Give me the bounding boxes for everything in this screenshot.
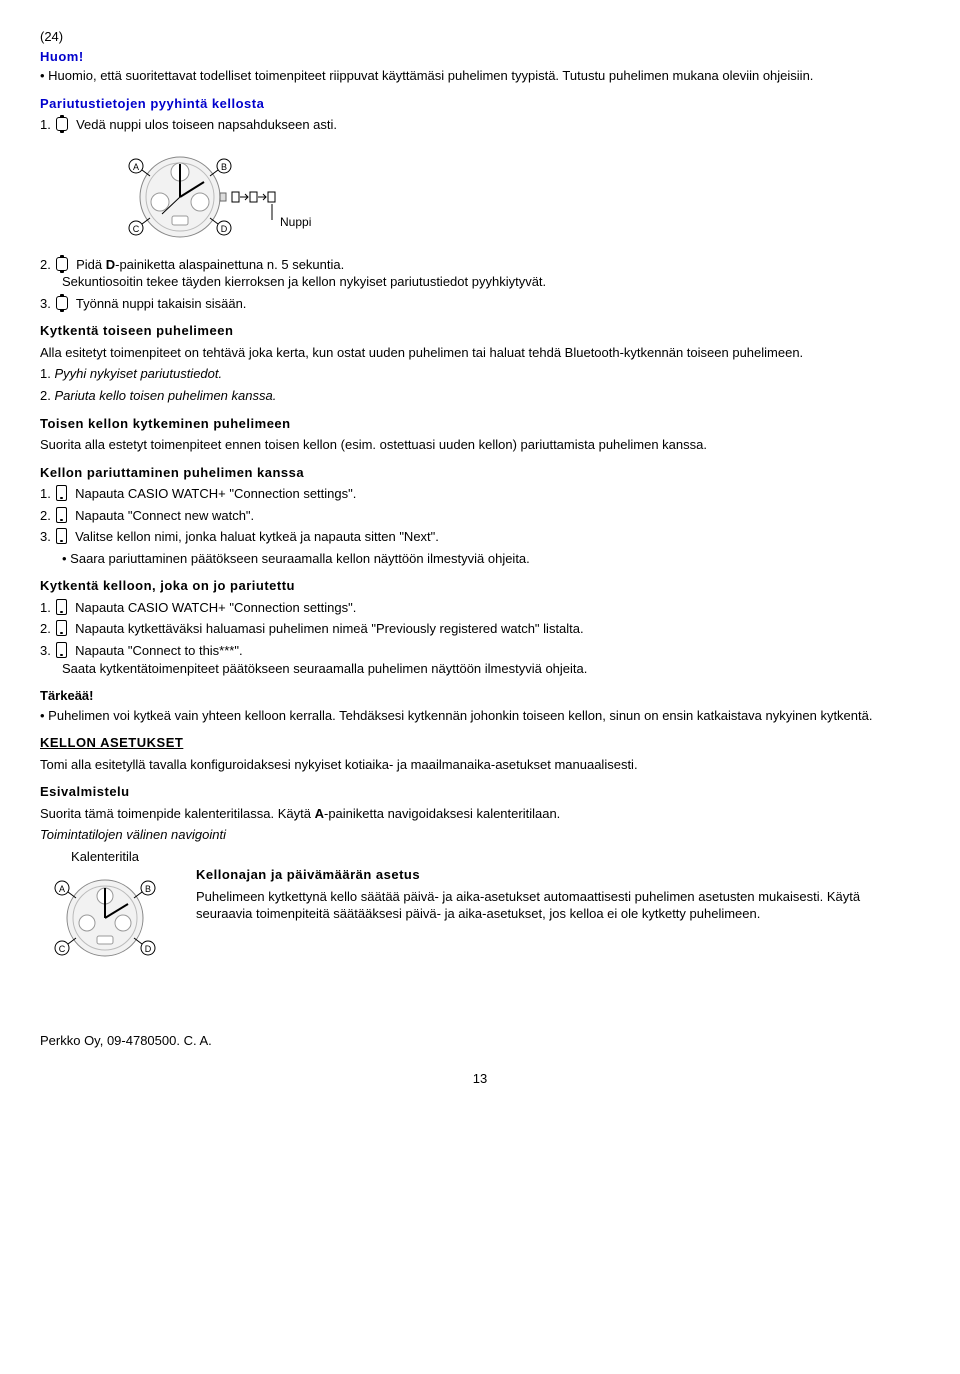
s5-r3b-text: Saata kytkentätoimenpiteet päätökseen se…: [62, 661, 587, 676]
s5-title: Kytkentä kelloon, joka on jo pariutettu: [40, 577, 920, 595]
s9-title: Kellonajan ja päivämäärän asetus: [196, 866, 920, 884]
s5-r2: 2. Napauta kytkettäväksi haluamasi puhel…: [40, 620, 920, 638]
s1-step2-num: 2.: [40, 257, 51, 272]
footer-text: Perkko Oy, 09-4780500. C. A.: [40, 1032, 920, 1050]
s4-r2-text: Napauta "Connect new watch".: [75, 508, 254, 523]
s4-r3-sub: • Saara pariuttaminen päätökseen seuraam…: [40, 550, 920, 568]
s2-i2: 2. Pariuta kello toisen puhelimen kanssa…: [40, 387, 920, 405]
diagram-a: A: [133, 162, 139, 172]
s1-step3-num: 3.: [40, 296, 51, 311]
diagram-d: D: [221, 224, 228, 234]
watch-icon: [56, 117, 68, 131]
watch-diagram: A B C D Nuppi: [120, 142, 360, 252]
s5-r3-text: Napauta "Connect to this***".: [75, 643, 243, 658]
s5-r1: 1. Napauta CASIO WATCH+ "Connection sett…: [40, 599, 920, 617]
s1-step3-text: Työnnä nuppi takaisin sisään.: [76, 296, 247, 311]
s4-r1-text: Napauta CASIO WATCH+ "Connection setting…: [75, 486, 356, 501]
phone-icon: [56, 620, 67, 636]
s2-i1: 1. Pyyhi nykyiset pariutustiedot.: [40, 365, 920, 383]
s1-step2b: -painiketta alaspainettuna n. 5 sekuntia…: [115, 257, 344, 272]
s5-r2-num: 2.: [40, 621, 51, 636]
s4-title: Kellon pariuttaminen puhelimen kanssa: [40, 464, 920, 482]
watch-diagram-small: A B C D: [40, 868, 170, 968]
huom-title: Huom!: [40, 48, 920, 66]
kalenteri-block: Kalenteritila A B C D: [40, 848, 170, 972]
phone-icon: [56, 485, 67, 501]
s3-text: Suorita alla estetyt toimenpiteet ennen …: [40, 436, 920, 454]
watch-icon: [56, 296, 68, 310]
s5-r1-num: 1.: [40, 600, 51, 615]
page-number: 13: [40, 1070, 920, 1088]
nuppi-label: Nuppi: [280, 215, 311, 229]
s2-text: Alla esitetyt toimenpiteet on tehtävä jo…: [40, 344, 920, 362]
huom-body: Huomio, että suoritettavat todelliset to…: [48, 68, 813, 83]
s4-r3-sub-text: Saara pariuttaminen päätökseen seuraamal…: [70, 551, 530, 566]
s1-step2a: Pidä: [76, 257, 106, 272]
s1-title: Pariutustietojen pyyhintä kellosta: [40, 95, 920, 113]
s8-text-b: -painiketta navigoidaksesi kalenteritila…: [324, 806, 560, 821]
svg-text:B: B: [145, 884, 151, 894]
phone-icon: [56, 528, 67, 544]
svg-text:C: C: [59, 944, 66, 954]
s7-title: KELLON ASETUKSET: [40, 734, 920, 752]
s2-i1-text: Pyyhi nykyiset pariutustiedot.: [54, 366, 222, 381]
s4-r1-num: 1.: [40, 486, 51, 501]
s1-step2c: Sekuntiosoitin tekee täyden kierroksen j…: [62, 274, 546, 289]
s2-i1-num: 1.: [40, 366, 51, 381]
s5-r1-text: Napauta CASIO WATCH+ "Connection setting…: [75, 600, 356, 615]
s1-step1-num: 1.: [40, 117, 51, 132]
s6-body: Puhelimen voi kytkeä vain yhteen kelloon…: [48, 708, 872, 723]
s2-i2-num: 2.: [40, 388, 51, 403]
phone-icon: [56, 507, 67, 523]
s1-step1: 1. Vedä nuppi ulos toiseen napsahdukseen…: [40, 116, 920, 134]
svg-text:A: A: [59, 884, 65, 894]
s6-text: • Puhelimen voi kytkeä vain yhteen kello…: [40, 707, 920, 725]
s4-r2-num: 2.: [40, 508, 51, 523]
huom-text: • Huomio, että suoritettavat todelliset …: [40, 67, 920, 85]
s8-nav: Toimintatilojen välinen navigointi: [40, 826, 920, 844]
diagram-b: B: [221, 162, 227, 172]
s8-text-key: A: [315, 806, 324, 821]
s2-i2-text: Pariuta kello toisen puhelimen kanssa.: [54, 388, 276, 403]
s3-title: Toisen kellon kytkeminen puhelimeen: [40, 415, 920, 433]
kalenteri-title: Kalenteritila: [40, 848, 170, 866]
s4-r2: 2. Napauta "Connect new watch".: [40, 507, 920, 525]
s1-step1-text: Vedä nuppi ulos toiseen napsahdukseen as…: [76, 117, 337, 132]
s5-r2-text: Napauta kytkettäväksi haluamasi puhelime…: [75, 621, 584, 636]
phone-icon: [56, 599, 67, 615]
s1-step2: 2. Pidä D-painiketta alaspainettuna n. 5…: [40, 256, 920, 291]
s4-r3: 3. Valitse kellon nimi, jonka haluat kyt…: [40, 528, 920, 546]
s4-r3-text: Valitse kellon nimi, jonka haluat kytkeä…: [75, 529, 439, 544]
phone-icon: [56, 642, 67, 658]
s1-step2-key: D: [106, 257, 115, 272]
s9-block: Kellonajan ja päivämäärän asetus Puhelim…: [196, 848, 920, 927]
page-ref: (24): [40, 28, 920, 46]
s4-r1: 1. Napauta CASIO WATCH+ "Connection sett…: [40, 485, 920, 503]
s5-r3-num: 3.: [40, 643, 51, 658]
s5-r3: 3. Napauta "Connect to this***". Saata ky…: [40, 642, 920, 677]
svg-text:D: D: [145, 944, 152, 954]
s8-text-a: Suorita tämä toimenpide kalenteritilassa…: [40, 806, 315, 821]
s6-title: Tärkeää!: [40, 687, 920, 705]
s7-text: Tomi alla esitetyllä tavalla konfiguroid…: [40, 756, 920, 774]
s9-text: Puhelimeen kytkettynä kello säätää päivä…: [196, 888, 920, 923]
diagram-c: C: [133, 224, 140, 234]
s8-text: Suorita tämä toimenpide kalenteritilassa…: [40, 805, 920, 823]
s1-step3: 3. Työnnä nuppi takaisin sisään.: [40, 295, 920, 313]
s2-title: Kytkentä toiseen puhelimeen: [40, 322, 920, 340]
s8-title: Esivalmistelu: [40, 783, 920, 801]
s4-r3-num: 3.: [40, 529, 51, 544]
watch-icon: [56, 257, 68, 271]
